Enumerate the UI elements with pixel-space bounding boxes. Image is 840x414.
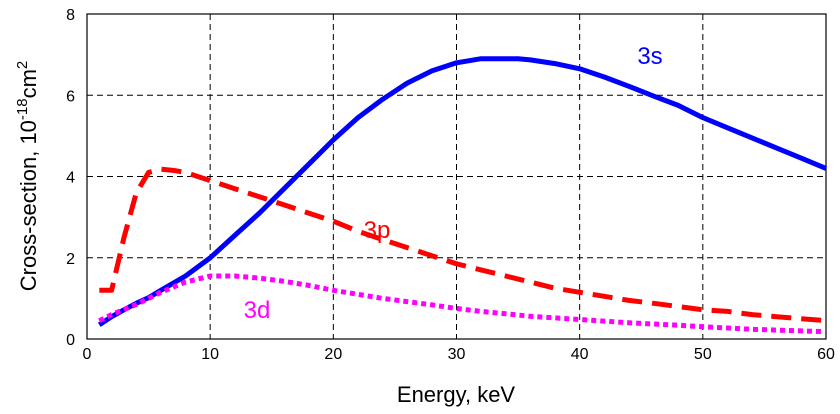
y-tick-label: 8 — [66, 7, 75, 24]
x-tick-label: 20 — [324, 346, 342, 363]
x-axis-label: Energy, keV — [397, 382, 516, 407]
series-label-3s: 3s — [637, 43, 662, 70]
series-line-3p — [99, 166, 827, 324]
plot-frame — [86, 13, 827, 340]
series-layer — [97, 56, 827, 335]
y-tick-label: 0 — [66, 332, 75, 349]
series-label-3p: 3p — [364, 217, 391, 244]
series-line-3d — [98, 273, 827, 335]
series-labels: 3s 3p 3d — [244, 43, 663, 324]
x-tick-label: 60 — [817, 346, 835, 363]
y-axis-label-unit: cm — [16, 69, 41, 98]
tick-labels: 0 10 20 30 40 50 60 0 2 4 6 8 — [66, 7, 835, 363]
x-tick-label: 50 — [694, 346, 712, 363]
series-label-3d: 3d — [244, 297, 271, 324]
y-tick-label: 4 — [66, 170, 75, 187]
y-tick-label: 6 — [66, 88, 75, 105]
x-tick-label: 10 — [201, 346, 219, 363]
x-tick-label: 30 — [448, 346, 466, 363]
y-axis-label-main: Cross-section, 10 — [16, 120, 41, 291]
y-axis-label-unit-exp: 2 — [14, 61, 31, 69]
y-axis-label-exp: -18 — [14, 98, 31, 120]
series-line-3s — [97, 56, 827, 327]
x-tick-label: 0 — [83, 346, 92, 363]
y-axis-label: Cross-section, 10-18cm2 — [14, 61, 41, 292]
x-tick-label: 40 — [571, 346, 589, 363]
y-tick-label: 2 — [66, 251, 75, 268]
